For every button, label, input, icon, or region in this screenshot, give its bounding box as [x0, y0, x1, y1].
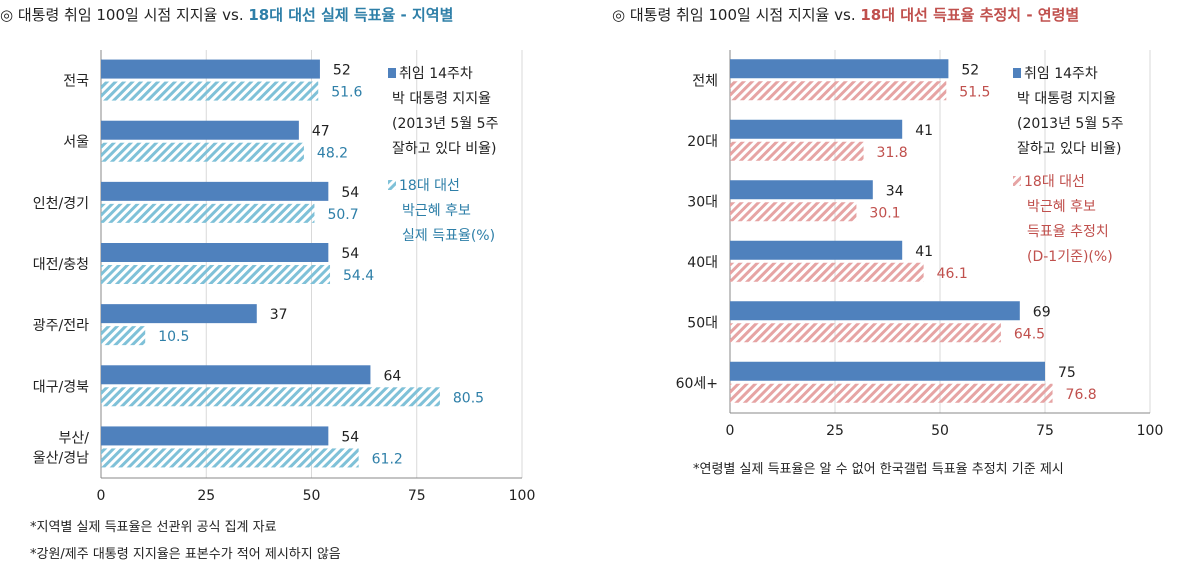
left-legend-label-series1: 취임 14주차 박 대통령 지지율 (2013년 5월 5주 잘하고 있다 비율) [392, 66, 499, 157]
left-legend-swatch-series2 [388, 180, 396, 190]
right-bar-series2 [730, 141, 864, 161]
left-legend-label-series2: 18대 대선 박근혜 후보 실제 득표율(%) [399, 178, 495, 244]
right-legend-swatch-series2 [1013, 176, 1021, 186]
left-bar-series1 [101, 120, 299, 140]
left-footnote-1: *지역별 실제 득표율은 선관위 공식 집계 자료 [30, 520, 277, 535]
left-data-label-series1: 52 [333, 63, 351, 79]
right-category-label: 30대 [687, 194, 718, 210]
left-data-label-series2: 80.5 [453, 390, 484, 406]
right-bar-series2 [730, 81, 947, 101]
left-x-tick-label: 100 [509, 488, 536, 504]
left-data-label-series2: 10.5 [158, 329, 189, 345]
left-category-label: 대구/경북 [33, 379, 89, 395]
left-category-label: 광주/전라 [33, 318, 89, 334]
left-category-label: 서울 [63, 135, 89, 151]
right-title-prefix: ◎ 대통령 취임 100일 시점 지지율 vs. [612, 6, 861, 24]
right-data-label-series2: 76.8 [1066, 387, 1097, 403]
right-legend-label-series2: 18대 대선 박근혜 후보 득표율 추정치 (D-1기준)(%) [1024, 174, 1113, 265]
right-x-tick-label: 50 [931, 423, 949, 439]
left-category-label: 인천/경기 [33, 196, 89, 212]
right-category-label: 60세+ [676, 376, 718, 392]
right-category-label: 20대 [687, 134, 718, 150]
left-title-prefix: ◎ 대통령 취임 100일 시점 지지율 vs. [0, 6, 249, 24]
left-x-tick-label: 50 [303, 488, 321, 504]
left-bar-series2 [101, 326, 146, 346]
right-data-label-series2: 30.1 [869, 205, 900, 221]
right-bar-series2 [730, 323, 1001, 343]
left-data-label-series1: 54 [341, 185, 359, 201]
left-data-label-series2: 48.2 [317, 146, 348, 162]
left-title-highlight: 18대 대선 실제 득표율 - 지역별 [248, 6, 454, 24]
left-category-label: 부산/울산/경남 [33, 430, 90, 466]
left-bar-series1 [101, 59, 320, 79]
left-data-label-series2: 50.7 [327, 207, 358, 223]
right-x-tick-label: 25 [826, 423, 844, 439]
left-data-label-series1: 54 [341, 429, 359, 445]
left-bar-series1 [101, 243, 329, 262]
right-x-tick-label: 75 [1036, 423, 1054, 439]
right-bar-series1 [730, 361, 1045, 381]
left-legend-swatch-series1 [388, 68, 396, 78]
left-bar-series1 [101, 304, 257, 324]
left-x-tick-label: 75 [408, 488, 426, 504]
right-category-label: 전체 [692, 73, 718, 89]
right-data-label-series2: 64.5 [1014, 326, 1045, 342]
left-category-label: 대전/충청 [33, 257, 89, 273]
right-data-label-series2: 51.5 [959, 84, 990, 100]
right-bar-series2 [730, 202, 857, 222]
right-legend-label-series1: 취임 14주차 박 대통령 지지율 (2013년 5월 5주 잘하고 있다 비율) [1017, 66, 1124, 157]
left-bar-series1 [101, 426, 329, 446]
left-data-label-series2: 51.6 [331, 85, 362, 101]
left-category-label: 전국 [63, 74, 89, 90]
right-data-label-series1: 52 [961, 62, 979, 78]
right-x-tick-label: 100 [1137, 423, 1164, 439]
left-bar-series1 [101, 365, 371, 385]
left-bar-series1 [101, 181, 329, 201]
right-data-label-series1: 75 [1058, 365, 1076, 381]
left-chart-title: ◎ 대통령 취임 100일 시점 지지율 vs. 18대 대선 실제 득표율 -… [0, 4, 453, 25]
left-bar-series2 [101, 448, 359, 468]
left-data-label-series1: 54 [341, 246, 359, 262]
right-bar-series1 [730, 240, 903, 260]
left-bar-series2 [101, 81, 319, 101]
right-data-label-series2: 46.1 [937, 266, 968, 282]
right-bar-series2 [730, 262, 924, 282]
right-data-label-series2: 31.8 [877, 145, 908, 161]
right-bar-chart: 0 25 50 75 100 전체 52 51.5 20대 41 31.8 30대 34 30.1 40대 4… [676, 50, 1164, 439]
right-data-label-series1: 69 [1033, 304, 1051, 320]
left-bar-series2 [101, 265, 331, 284]
right-chart-title: ◎ 대통령 취임 100일 시점 지지율 vs. 18대 대선 득표율 추정치 … [612, 4, 1079, 25]
right-bar-series2 [730, 383, 1053, 403]
right-data-label-series1: 41 [915, 123, 933, 139]
left-bar-series2 [101, 387, 440, 407]
right-category-label: 50대 [687, 315, 718, 331]
left-x-tick-label: 0 [97, 488, 106, 504]
right-category-label: 40대 [687, 255, 718, 271]
left-data-label-series2: 61.2 [372, 451, 403, 467]
left-x-tick-label: 25 [197, 488, 215, 504]
right-bar-series1 [730, 59, 949, 79]
right-bar-series1 [730, 119, 903, 139]
right-footnote-1: *연령별 실제 득표율은 알 수 없어 한국갤럽 득표율 추정치 기준 제시 [693, 462, 1064, 477]
left-footnote-2: *강원/제주 대통령 지지율은 표본수가 적어 제시하지 않음 [30, 547, 341, 562]
right-bar-series1 [730, 301, 1020, 321]
left-data-label-series1: 47 [312, 124, 330, 140]
left-data-label-series1: 37 [270, 307, 288, 323]
right-x-tick-label: 0 [726, 423, 735, 439]
left-data-label-series2: 54.4 [343, 268, 374, 284]
left-bar-series2 [101, 203, 315, 223]
right-title-highlight: 18대 대선 득표율 추정치 - 연령별 [860, 6, 1080, 24]
right-bar-series1 [730, 180, 873, 200]
left-bar-chart: 0 25 50 75 100 전국 52 51.6 서울 47 48.2 인천/경기 54 50.7 대전/… [33, 50, 536, 504]
left-data-label-series1: 64 [383, 368, 401, 384]
left-bar-series2 [101, 142, 304, 162]
right-data-label-series1: 41 [915, 244, 933, 260]
right-data-label-series1: 34 [886, 183, 904, 199]
right-legend-swatch-series1 [1013, 68, 1021, 78]
